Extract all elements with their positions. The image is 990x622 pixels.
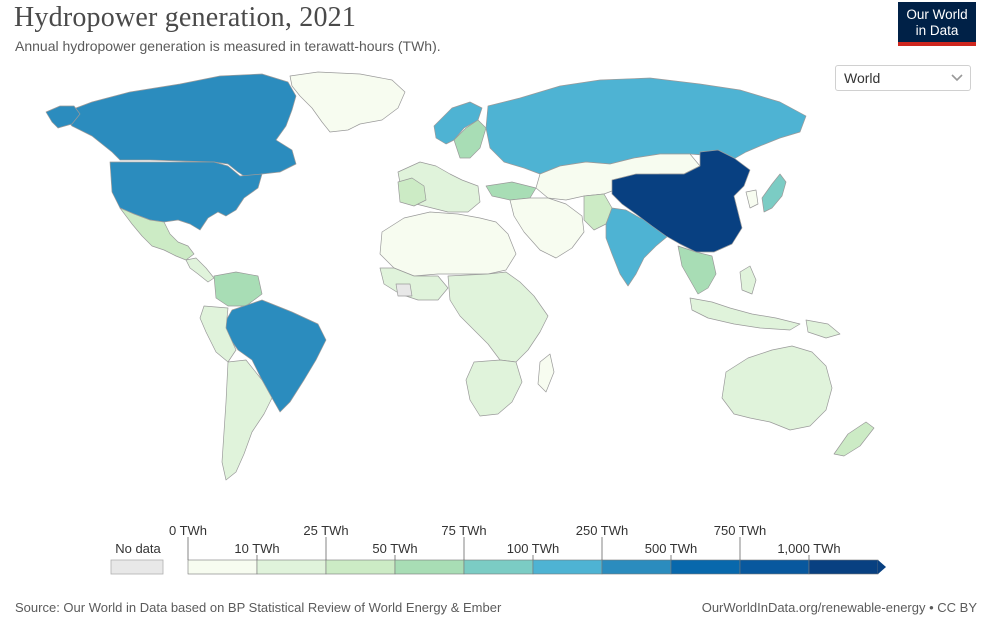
region-png[interactable] <box>805 319 841 339</box>
region-central-america[interactable] <box>185 257 215 283</box>
region-argentina[interactable] <box>221 359 273 481</box>
region-india[interactable] <box>605 207 669 287</box>
legend-swatch-8[interactable] <box>739 559 810 575</box>
chart-subtitle: Annual hydropower generation is measured… <box>15 38 441 54</box>
legend-arrow-tip <box>878 560 886 574</box>
source-url[interactable]: OurWorldInData.org/renewable-energy • CC… <box>701 600 977 615</box>
owid-logo[interactable]: Our World in Data <box>898 2 976 46</box>
region-indochina[interactable] <box>677 245 717 295</box>
world-map <box>45 71 875 481</box>
region-alaska[interactable] <box>45 105 81 129</box>
legend-bins: 0 TWh 25 TWh 75 TWh 250 TWh 750 TWh 10 TWh 50 … <box>169 523 886 575</box>
region-north-africa[interactable] <box>379 211 517 277</box>
legend-swatch-2[interactable] <box>325 559 396 575</box>
source-note: Source: Our World in Data based on BP St… <box>15 600 502 615</box>
region-korea[interactable] <box>745 189 759 209</box>
region-new-zealand[interactable] <box>833 421 875 457</box>
region-turkey[interactable] <box>485 181 537 201</box>
chevron-down-icon <box>951 74 963 82</box>
region-australia[interactable] <box>721 345 833 431</box>
legend-swatch-4[interactable] <box>463 559 534 575</box>
legend-label-lower-0: 10 TWh <box>234 541 279 556</box>
legend-swatch-9[interactable] <box>808 559 879 575</box>
legend-label-lower-1: 50 TWh <box>372 541 417 556</box>
legend-label-upper-1: 25 TWh <box>303 523 348 538</box>
region-middle-east[interactable] <box>509 197 585 259</box>
region-select-value: World <box>844 70 881 86</box>
region-philippines[interactable] <box>739 265 757 295</box>
region-iberia[interactable] <box>397 177 427 207</box>
legend: No data 0 TWh 25 TWh 75 TWh 250 TWh 750 TWh 1… <box>110 523 886 575</box>
legend-swatch-3[interactable] <box>394 559 465 575</box>
region-canada[interactable] <box>59 73 297 181</box>
region-greenland[interactable] <box>289 71 406 133</box>
logo-red-bar <box>898 42 976 46</box>
legend-no-data-label: No data <box>115 541 161 556</box>
region-china[interactable] <box>611 149 751 253</box>
region-madagascar[interactable] <box>537 353 555 393</box>
region-norway[interactable] <box>433 101 483 145</box>
legend-no-data-swatch <box>110 559 164 575</box>
region-no-data[interactable] <box>395 283 413 297</box>
region-venezuela[interactable] <box>213 271 263 307</box>
region-japan[interactable] <box>761 173 787 213</box>
legend-label-upper-0: 0 TWh <box>169 523 207 538</box>
region-central-africa[interactable] <box>447 271 549 363</box>
legend-label-lower-4: 1,000 TWh <box>777 541 840 556</box>
legend-label-upper-4: 750 TWh <box>714 523 767 538</box>
region-indonesia[interactable] <box>689 297 801 331</box>
legend-swatch-1[interactable] <box>256 559 327 575</box>
region-select[interactable]: World <box>835 65 971 91</box>
legend-no-data: No data <box>110 541 164 575</box>
legend-swatch-7[interactable] <box>670 559 741 575</box>
legend-label-lower-3: 500 TWh <box>645 541 698 556</box>
logo-line-1: Our World <box>906 7 968 22</box>
legend-label-upper-3: 250 TWh <box>576 523 629 538</box>
legend-swatch-0[interactable] <box>187 559 258 575</box>
chart-title: Hydropower generation, 2021 <box>14 2 357 33</box>
region-mexico[interactable] <box>119 207 195 261</box>
region-southern-africa[interactable] <box>465 359 523 417</box>
legend-swatch-6[interactable] <box>601 559 672 575</box>
legend-swatch-5[interactable] <box>532 559 603 575</box>
legend-label-upper-2: 75 TWh <box>441 523 486 538</box>
region-sweden[interactable] <box>453 119 487 159</box>
legend-label-lower-2: 100 TWh <box>507 541 560 556</box>
logo-line-2: in Data <box>915 23 959 38</box>
